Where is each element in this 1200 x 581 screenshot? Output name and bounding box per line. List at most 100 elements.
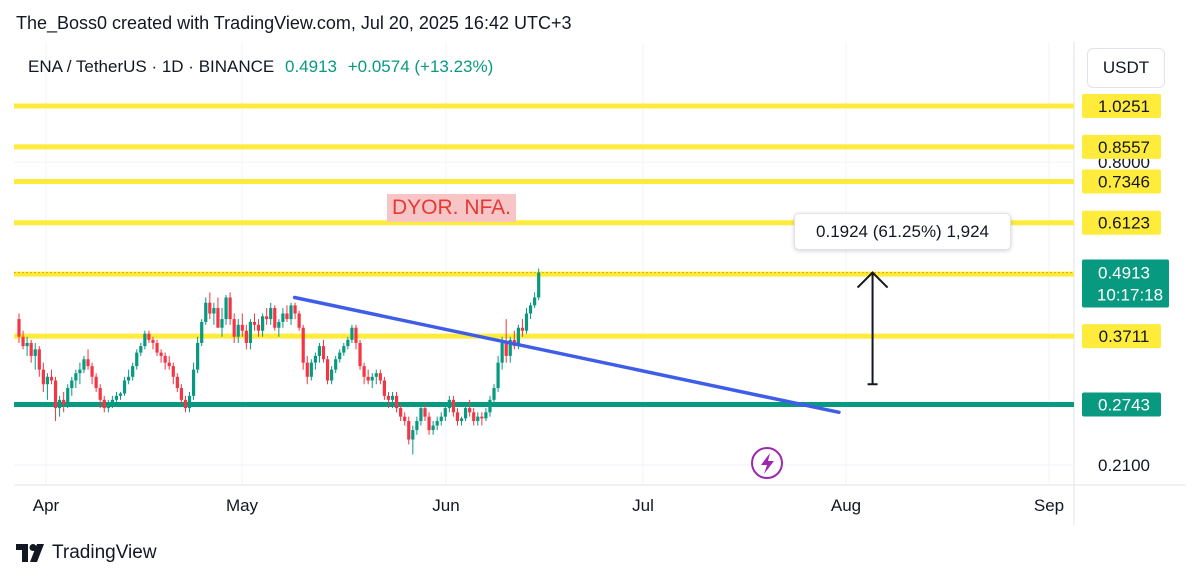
candle-body[interactable] (390, 395, 395, 400)
candle-body[interactable] (244, 330, 248, 343)
candle-body[interactable] (163, 355, 167, 363)
candle-body[interactable] (171, 366, 175, 377)
candle-body[interactable] (382, 380, 386, 396)
candle-body[interactable] (216, 308, 220, 328)
candle-body[interactable] (220, 319, 224, 328)
chart-frame[interactable] (14, 42, 1186, 526)
candle-body[interactable] (508, 339, 512, 356)
candle-body[interactable] (269, 308, 273, 320)
candle-body[interactable] (155, 342, 159, 353)
candle-body[interactable] (224, 297, 228, 320)
candle-body[interactable] (399, 408, 403, 417)
candle-body[interactable] (53, 380, 58, 409)
candle-body[interactable] (102, 399, 106, 409)
price-level-tag[interactable] (1082, 392, 1161, 417)
candle-body[interactable] (378, 373, 382, 381)
candle-body[interactable] (520, 327, 525, 331)
candle-body[interactable] (313, 355, 317, 363)
candle-body[interactable] (297, 313, 301, 328)
candle-body[interactable] (70, 380, 74, 389)
candle-body[interactable] (183, 399, 188, 409)
candle-body[interactable] (21, 336, 25, 347)
candle-body[interactable] (480, 416, 484, 419)
candle-body[interactable] (45, 376, 50, 385)
candle-body[interactable] (232, 319, 236, 337)
candle-body[interactable] (447, 399, 451, 409)
candle-body[interactable] (451, 399, 456, 413)
candle-body[interactable] (374, 373, 378, 377)
candle-body[interactable] (492, 388, 496, 400)
candle-body[interactable] (78, 369, 82, 374)
candle-body[interactable] (411, 430, 415, 440)
candle-body[interactable] (62, 399, 66, 404)
candle-body[interactable] (362, 366, 366, 377)
candle-body[interactable] (321, 346, 326, 360)
candle-body[interactable] (236, 324, 240, 337)
candle-body[interactable] (114, 395, 119, 400)
candle-body[interactable] (427, 416, 431, 431)
candle-body[interactable] (265, 316, 269, 320)
candle-body[interactable] (228, 297, 232, 320)
candle-body[interactable] (66, 388, 70, 404)
candle-body[interactable] (212, 308, 216, 314)
candle-body[interactable] (273, 308, 277, 328)
candle-body[interactable] (504, 342, 508, 356)
candle-body[interactable] (82, 359, 86, 370)
candle-body[interactable] (252, 321, 257, 325)
candle-body[interactable] (346, 339, 350, 347)
candle-body[interactable] (423, 408, 427, 417)
candle-body[interactable] (289, 305, 293, 320)
candle-body[interactable] (338, 352, 342, 360)
candle-body[interactable] (256, 324, 261, 331)
candle-body[interactable] (431, 425, 435, 431)
candle-body[interactable] (358, 342, 362, 367)
candle-body[interactable] (285, 313, 289, 320)
candle-body[interactable] (386, 395, 391, 400)
candle-body[interactable] (29, 342, 33, 356)
candle-body[interactable] (342, 346, 346, 353)
candle-body[interactable] (208, 302, 212, 314)
candle-body[interactable] (41, 369, 45, 385)
candle-body[interactable] (139, 346, 143, 353)
candle-body[interactable] (484, 412, 488, 419)
candle-body[interactable] (533, 297, 537, 306)
candle-body[interactable] (443, 408, 447, 417)
tradingview-logo[interactable]: TradingView (16, 542, 157, 564)
candle-body[interactable] (500, 342, 504, 363)
candle-body[interactable] (464, 408, 468, 419)
candle-body[interactable] (49, 376, 54, 381)
candle-body[interactable] (524, 313, 529, 331)
candle-body[interactable] (118, 393, 123, 396)
candle-body[interactable] (58, 399, 62, 409)
candle-body[interactable] (528, 305, 533, 314)
candle-body[interactable] (330, 369, 334, 381)
candle-body[interactable] (167, 362, 171, 367)
candle-body[interactable] (488, 399, 492, 413)
candle-body[interactable] (305, 362, 309, 377)
candle-body[interactable] (94, 376, 98, 389)
candle-body[interactable] (127, 376, 131, 381)
candle-body[interactable] (325, 359, 330, 381)
current-price-tag[interactable] (1082, 259, 1169, 308)
candle-body[interactable] (261, 316, 265, 331)
price-level-tag[interactable] (1082, 324, 1161, 349)
candle-body[interactable] (334, 359, 338, 370)
price-level-tag[interactable] (1082, 134, 1161, 159)
candle-body[interactable] (74, 373, 78, 381)
candle-body[interactable] (472, 412, 476, 422)
candle-body[interactable] (204, 302, 208, 322)
candle-body[interactable] (143, 333, 147, 347)
candle-body[interactable] (277, 321, 281, 328)
candle-body[interactable] (309, 362, 313, 377)
candle-body[interactable] (496, 362, 500, 389)
candle-body[interactable] (537, 272, 541, 298)
price-level-tag[interactable] (1082, 94, 1161, 118)
candle-body[interactable] (187, 395, 192, 409)
candle-body[interactable] (131, 366, 135, 377)
measure-label[interactable]: 0.1924 (61.25%) 1,924 (794, 213, 1011, 250)
candle-body[interactable] (281, 313, 285, 322)
price-level-tag[interactable] (1082, 169, 1161, 194)
trendline[interactable] (292, 295, 841, 415)
candle-body[interactable] (135, 352, 139, 367)
candle-body[interactable] (394, 395, 399, 409)
